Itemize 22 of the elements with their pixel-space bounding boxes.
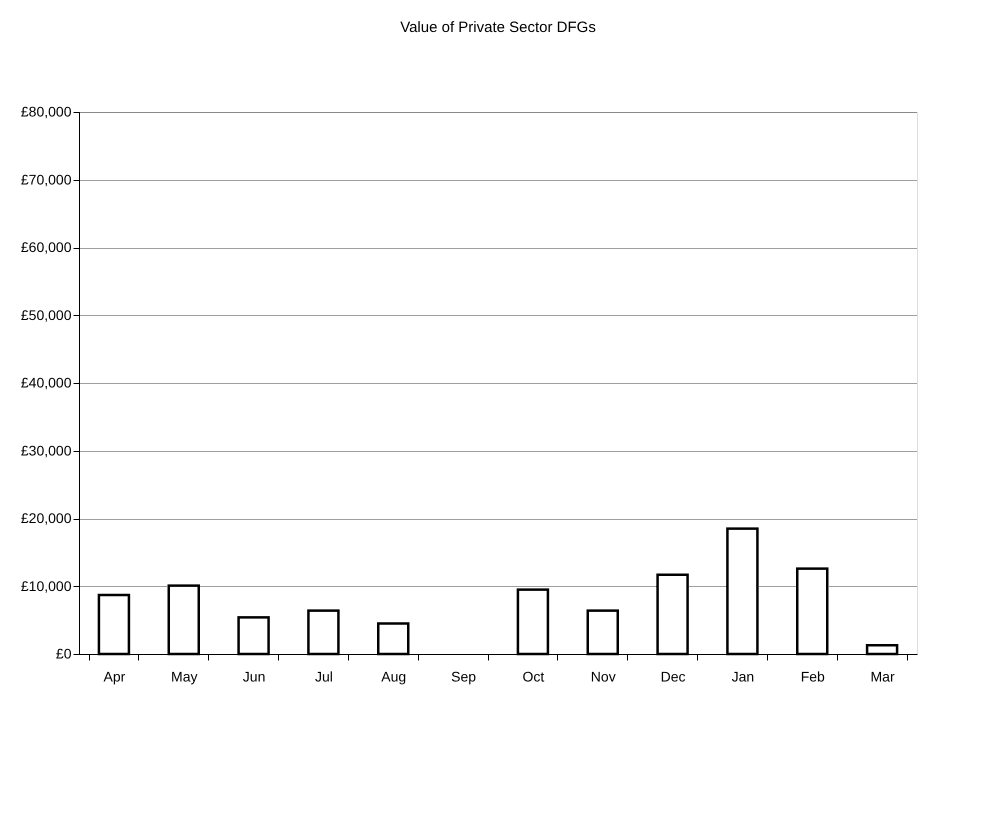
y-tick-label: £40,000: [20, 374, 72, 390]
x-tick-label: Sep: [451, 668, 476, 684]
x-tick-label: Feb: [800, 668, 826, 684]
y-tick-label: £0: [56, 646, 72, 662]
x-tick-label: Nov: [590, 668, 616, 684]
x-tick-label: May: [171, 668, 198, 684]
x-tick-label: Oct: [522, 668, 544, 684]
x-tick-label: Mar: [870, 668, 895, 684]
y-tick-label: £70,000: [20, 171, 72, 188]
x-tick-label: Jan: [732, 668, 754, 684]
y-tick-label: £30,000: [20, 442, 72, 458]
chart-title: Value of Private Sector DFGs: [400, 19, 596, 36]
x-tick-label: Dec: [660, 668, 686, 684]
y-tick-label: £20,000: [20, 510, 72, 526]
y-tick-label: £60,000: [20, 239, 72, 255]
x-tick-label: Jun: [242, 668, 266, 684]
y-tick-label: £10,000: [20, 578, 72, 594]
y-tick-label: £50,000: [20, 306, 72, 323]
x-tick-label: Apr: [104, 668, 126, 684]
x-tick-label: Jul: [314, 668, 333, 684]
x-tick-label: Aug: [381, 668, 406, 684]
y-tick-label: £80,000: [20, 104, 72, 120]
